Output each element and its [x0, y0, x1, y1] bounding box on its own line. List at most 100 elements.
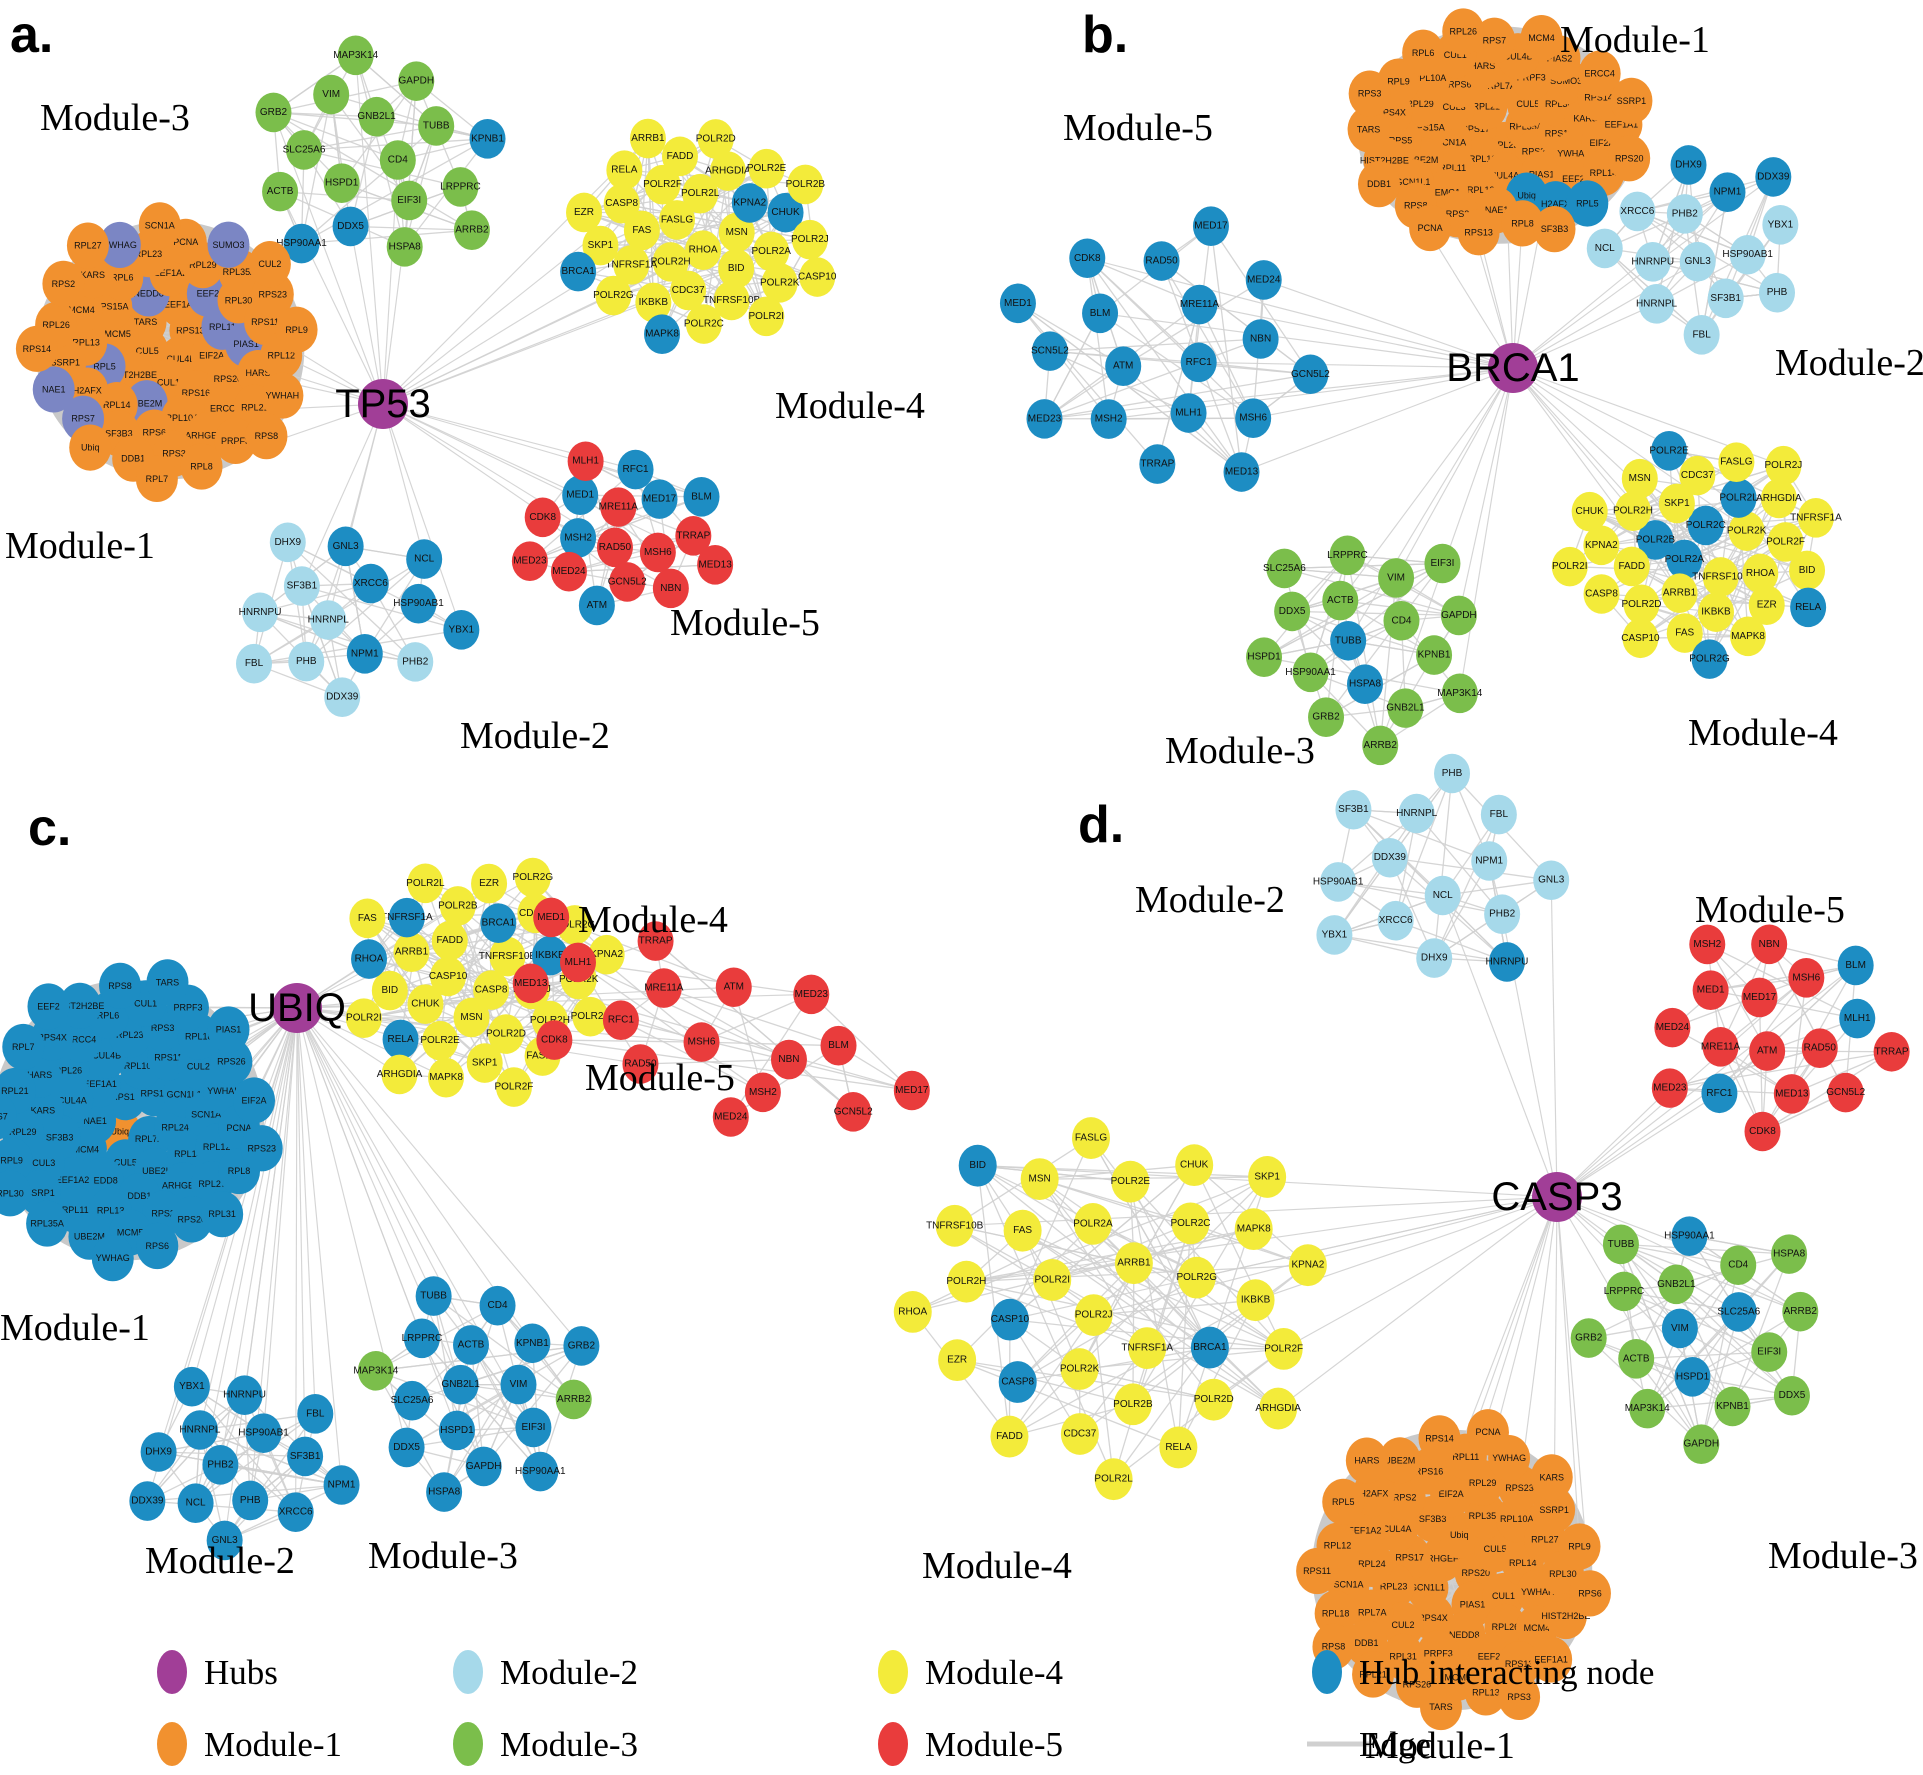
- node-SSRP1[interactable]: [1610, 77, 1653, 124]
- node-KARS[interactable]: [1530, 1454, 1573, 1501]
- node-POLR2D[interactable]: [488, 1014, 525, 1054]
- node-ARRB2[interactable]: [453, 210, 490, 250]
- node-GCN5L2[interactable]: [1827, 1072, 1864, 1113]
- node-ARRB1[interactable]: [1114, 1242, 1153, 1285]
- node-SCN5L2[interactable]: [1031, 331, 1068, 371]
- node-RFC1[interactable]: [1180, 342, 1217, 383]
- node-NBN[interactable]: [770, 1039, 807, 1080]
- node-PHB2[interactable]: [1484, 894, 1521, 935]
- node-POLR2C[interactable]: [1171, 1202, 1210, 1245]
- node-BID[interactable]: [371, 970, 408, 1011]
- node-HSP90AA1[interactable]: [1292, 652, 1329, 693]
- node-KPNA2[interactable]: [1583, 525, 1620, 566]
- node-ARHGDIA[interactable]: [381, 1054, 418, 1095]
- node-POLR2F[interactable]: [1767, 522, 1804, 562]
- node-POLR2F[interactable]: [495, 1067, 532, 1107]
- node-POLR2A[interactable]: [1666, 539, 1703, 580]
- node-ARHGDIA[interactable]: [1760, 478, 1797, 519]
- node-RPL13[interactable]: [1464, 1669, 1507, 1716]
- node-TNFRSF1A[interactable]: [388, 897, 425, 938]
- node-MED23[interactable]: [1026, 399, 1063, 439]
- node-HSP90AA1[interactable]: [283, 223, 320, 264]
- node-POLR2G[interactable]: [1177, 1256, 1216, 1299]
- node-CHUK[interactable]: [407, 984, 444, 1025]
- node-HNRNPL[interactable]: [310, 600, 347, 640]
- node-CDK8[interactable]: [1069, 238, 1106, 279]
- node-MLH1[interactable]: [560, 942, 596, 983]
- node-POLR2L[interactable]: [407, 863, 444, 904]
- node-CDK8[interactable]: [536, 1020, 573, 1060]
- node-ACTB[interactable]: [262, 171, 299, 212]
- node-POLR2F[interactable]: [1264, 1328, 1303, 1370]
- node-MSH2[interactable]: [560, 518, 597, 558]
- node-POLR2K[interactable]: [761, 263, 798, 303]
- node-SF3B1[interactable]: [1335, 789, 1372, 830]
- node-KPNB1[interactable]: [1416, 635, 1453, 675]
- node-LRPPRC[interactable]: [442, 167, 479, 207]
- node-TNFRSF1A[interactable]: [1128, 1327, 1167, 1369]
- node-GNB2L1[interactable]: [442, 1364, 479, 1405]
- node-RPL35A[interactable]: [26, 1200, 69, 1247]
- node-YBX1[interactable]: [443, 610, 480, 650]
- node-HNRNPU[interactable]: [1488, 942, 1525, 982]
- node-MSH6[interactable]: [1788, 957, 1825, 998]
- node-MSH2[interactable]: [744, 1072, 781, 1113]
- node-POLR2A[interactable]: [572, 996, 609, 1037]
- node-MED23[interactable]: [793, 974, 830, 1015]
- node-MLH1[interactable]: [567, 441, 604, 482]
- node-RAD50[interactable]: [596, 527, 633, 568]
- node-PCNA[interactable]: [1409, 204, 1452, 252]
- node-RPS2[interactable]: [42, 260, 85, 307]
- node-HSPD1[interactable]: [1246, 637, 1283, 678]
- node-ACTB[interactable]: [1322, 580, 1359, 621]
- node-POLR2F[interactable]: [644, 164, 681, 205]
- node-POLR2I[interactable]: [1033, 1259, 1072, 1301]
- node-RPL7[interactable]: [135, 455, 178, 503]
- node-NBN[interactable]: [652, 568, 689, 609]
- node-POLR2J[interactable]: [1074, 1294, 1113, 1336]
- node-FADD[interactable]: [431, 920, 468, 961]
- node-CASP8[interactable]: [473, 970, 510, 1010]
- node-HNRNPU[interactable]: [1634, 241, 1671, 282]
- node-RPS11[interactable]: [1296, 1547, 1339, 1595]
- node-RPS6[interactable]: [136, 1222, 179, 1270]
- node-HNRNPU[interactable]: [242, 592, 279, 633]
- node-FAS[interactable]: [623, 210, 660, 251]
- node-BRCA1[interactable]: [480, 903, 517, 943]
- node-NCL[interactable]: [1424, 875, 1461, 916]
- node-MED13[interactable]: [1773, 1074, 1810, 1114]
- node-TNFRSF10B[interactable]: [935, 1204, 974, 1247]
- node-POLR2E[interactable]: [422, 1020, 459, 1061]
- node-BLM[interactable]: [820, 1025, 857, 1066]
- node-POLR2I[interactable]: [345, 998, 382, 1038]
- node-CHUK[interactable]: [1175, 1144, 1214, 1187]
- node-RPL18[interactable]: [1314, 1590, 1357, 1637]
- node-SKP1[interactable]: [1248, 1156, 1287, 1198]
- node-FBL[interactable]: [1480, 794, 1517, 835]
- node-RPS14[interactable]: [1418, 1415, 1461, 1462]
- node-MED17[interactable]: [1192, 206, 1229, 247]
- node-POLR2G[interactable]: [595, 275, 632, 316]
- node-CDC37[interactable]: [1679, 455, 1716, 496]
- node-ATM[interactable]: [1749, 1031, 1786, 1071]
- node-TNFRSF1A[interactable]: [1797, 498, 1834, 538]
- node-RPS8[interactable]: [245, 412, 288, 460]
- node-PRPF3[interactable]: [214, 417, 257, 465]
- node-RPS7[interactable]: [0, 1093, 18, 1140]
- node-MRE11A[interactable]: [600, 487, 637, 527]
- node-POLR2I[interactable]: [748, 296, 785, 337]
- node-RPS13[interactable]: [1457, 209, 1500, 256]
- node-KPNA2[interactable]: [731, 183, 768, 223]
- node-MED13[interactable]: [512, 963, 549, 1004]
- node-POLR2C[interactable]: [1687, 505, 1724, 546]
- node-DDX5[interactable]: [332, 206, 369, 247]
- node-TRRAP[interactable]: [675, 516, 712, 556]
- node-RPL5[interactable]: [1322, 1478, 1365, 1526]
- node-TNFRSF10B[interactable]: [713, 280, 750, 321]
- node-FAS[interactable]: [1003, 1209, 1042, 1252]
- node-RAD50[interactable]: [622, 1044, 659, 1084]
- node-SLC25A6[interactable]: [286, 130, 323, 170]
- node-FASLG[interactable]: [659, 200, 696, 240]
- node-GNL3[interactable]: [206, 1520, 243, 1561]
- node-CUL2[interactable]: [248, 241, 291, 288]
